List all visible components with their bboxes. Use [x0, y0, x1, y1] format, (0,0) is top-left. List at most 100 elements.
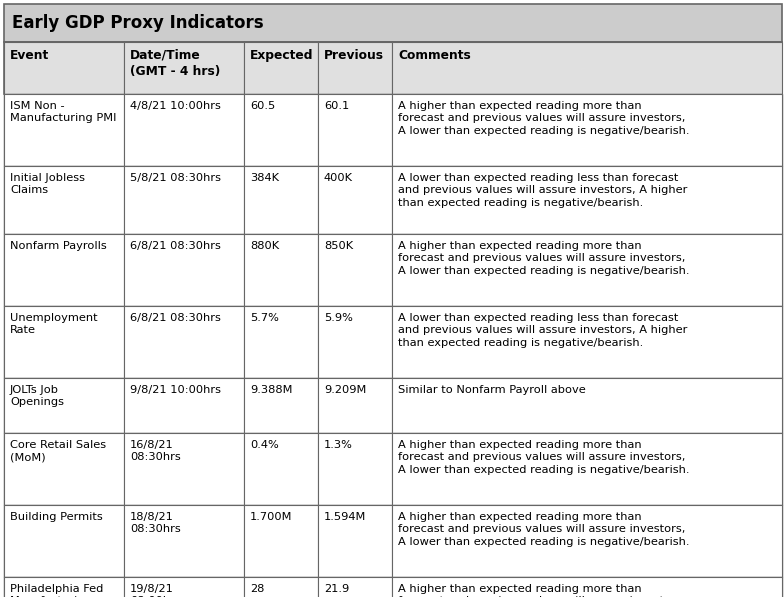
Text: 880K: 880K: [250, 241, 279, 251]
Text: Building Permits: Building Permits: [10, 512, 103, 522]
Bar: [4, 94, 782, 166]
Text: Early GDP Proxy Indicators: Early GDP Proxy Indicators: [12, 14, 263, 32]
Text: A higher than expected reading more than
forecast and previous values will assur: A higher than expected reading more than…: [398, 241, 689, 276]
Bar: [244, 577, 318, 597]
Bar: [244, 505, 318, 577]
Bar: [124, 433, 244, 505]
Text: Nonfarm Payrolls: Nonfarm Payrolls: [10, 241, 107, 251]
Text: 5.9%: 5.9%: [324, 313, 353, 323]
Bar: [392, 42, 782, 94]
Text: 400K: 400K: [324, 173, 353, 183]
Bar: [4, 577, 782, 597]
Text: 9/8/21 10:00hrs: 9/8/21 10:00hrs: [130, 385, 221, 395]
Bar: [392, 306, 782, 378]
Bar: [318, 433, 392, 505]
Text: 21.9: 21.9: [324, 584, 349, 594]
Text: 60.5: 60.5: [250, 101, 275, 111]
Bar: [392, 166, 782, 234]
Text: 19/8/21
08:00hrs: 19/8/21 08:00hrs: [130, 584, 181, 597]
Bar: [318, 505, 392, 577]
Text: ISM Non -
Manufacturing PMI: ISM Non - Manufacturing PMI: [10, 101, 117, 124]
Bar: [318, 166, 392, 234]
Text: 16/8/21
08:30hrs: 16/8/21 08:30hrs: [130, 440, 181, 463]
Bar: [392, 505, 782, 577]
Bar: [4, 378, 782, 433]
Text: 1.3%: 1.3%: [324, 440, 353, 450]
Text: 4/8/21 10:00hrs: 4/8/21 10:00hrs: [130, 101, 221, 111]
Text: 9.388M: 9.388M: [250, 385, 292, 395]
Bar: [318, 42, 392, 94]
Text: Unemployment
Rate: Unemployment Rate: [10, 313, 98, 336]
Text: 18/8/21
08:30hrs: 18/8/21 08:30hrs: [130, 512, 181, 534]
Text: Previous: Previous: [324, 49, 384, 62]
Text: 6/8/21 08:30hrs: 6/8/21 08:30hrs: [130, 241, 221, 251]
Text: 60.1: 60.1: [324, 101, 349, 111]
Bar: [244, 42, 318, 94]
Bar: [124, 234, 244, 306]
Bar: [244, 234, 318, 306]
Bar: [4, 378, 124, 433]
Text: 6/8/21 08:30hrs: 6/8/21 08:30hrs: [130, 313, 221, 323]
Text: Expected: Expected: [250, 49, 314, 62]
Bar: [392, 94, 782, 166]
Bar: [124, 505, 244, 577]
Text: A higher than expected reading more than
forecast and previous values will assur: A higher than expected reading more than…: [398, 440, 689, 475]
Bar: [4, 234, 124, 306]
Text: 28: 28: [250, 584, 264, 594]
Text: 0.4%: 0.4%: [250, 440, 279, 450]
Bar: [244, 94, 318, 166]
Text: A higher than expected reading more than
forecast and previous values will assur: A higher than expected reading more than…: [398, 512, 689, 547]
Text: Initial Jobless
Claims: Initial Jobless Claims: [10, 173, 85, 195]
Bar: [4, 42, 782, 94]
Bar: [4, 306, 782, 378]
Text: Event: Event: [10, 49, 49, 62]
Text: 9.209M: 9.209M: [324, 385, 366, 395]
Bar: [4, 94, 124, 166]
Text: 850K: 850K: [324, 241, 353, 251]
Bar: [4, 234, 782, 306]
Text: Core Retail Sales
(MoM): Core Retail Sales (MoM): [10, 440, 106, 463]
Bar: [244, 306, 318, 378]
Bar: [4, 505, 782, 577]
Text: 5/8/21 08:30hrs: 5/8/21 08:30hrs: [130, 173, 221, 183]
Text: 1.700M: 1.700M: [250, 512, 292, 522]
Text: JOLTs Job
Openings: JOLTs Job Openings: [10, 385, 64, 407]
Bar: [318, 577, 392, 597]
Bar: [4, 306, 124, 378]
Bar: [124, 166, 244, 234]
Bar: [392, 234, 782, 306]
Bar: [124, 42, 244, 94]
Bar: [124, 577, 244, 597]
Bar: [4, 433, 782, 505]
Text: Philadelphia Fed
Manufacturing
Index: Philadelphia Fed Manufacturing Index: [10, 584, 103, 597]
Text: A higher than expected reading more than
forecast and previous values will assur: A higher than expected reading more than…: [398, 101, 689, 136]
Bar: [124, 378, 244, 433]
Text: A lower than expected reading less than forecast
and previous values will assure: A lower than expected reading less than …: [398, 173, 688, 208]
Bar: [4, 166, 124, 234]
Bar: [244, 166, 318, 234]
Bar: [4, 42, 124, 94]
Bar: [4, 433, 124, 505]
Text: Date/Time
(GMT - 4 hrs): Date/Time (GMT - 4 hrs): [130, 49, 220, 78]
Bar: [318, 234, 392, 306]
Bar: [4, 505, 124, 577]
Bar: [4, 577, 124, 597]
Bar: [4, 166, 782, 234]
Bar: [4, 4, 782, 42]
Bar: [318, 306, 392, 378]
Bar: [392, 577, 782, 597]
Text: Similar to Nonfarm Payroll above: Similar to Nonfarm Payroll above: [398, 385, 586, 395]
Bar: [124, 306, 244, 378]
Text: 5.7%: 5.7%: [250, 313, 279, 323]
Bar: [318, 378, 392, 433]
Bar: [392, 433, 782, 505]
Text: 1.594M: 1.594M: [324, 512, 366, 522]
Bar: [244, 433, 318, 505]
Bar: [392, 378, 782, 433]
Text: 384K: 384K: [250, 173, 279, 183]
Bar: [244, 378, 318, 433]
Text: A lower than expected reading less than forecast
and previous values will assure: A lower than expected reading less than …: [398, 313, 688, 348]
Bar: [124, 94, 244, 166]
Text: A higher than expected reading more than
forecast and previous values will assur: A higher than expected reading more than…: [398, 584, 689, 597]
Text: Comments: Comments: [398, 49, 470, 62]
